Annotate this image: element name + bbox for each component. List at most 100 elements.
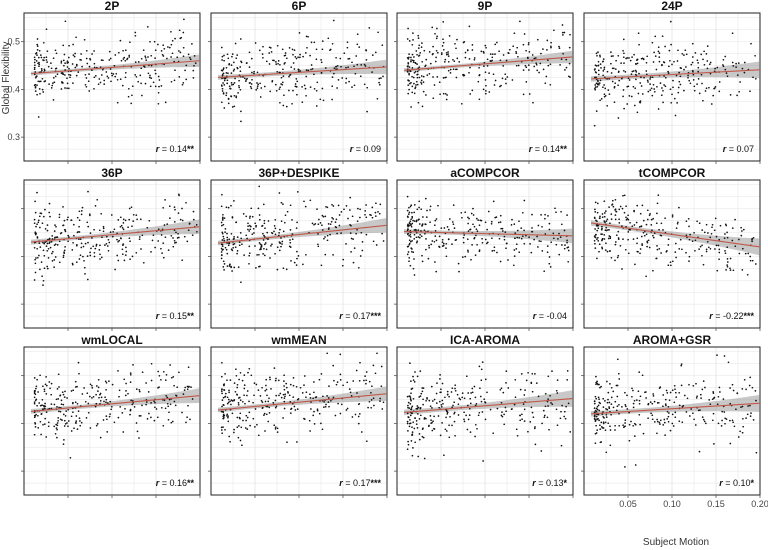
scatter-point bbox=[97, 390, 99, 392]
scatter-point bbox=[299, 53, 301, 56]
scatter-point bbox=[502, 391, 505, 394]
scatter-point bbox=[421, 42, 423, 44]
scatter-point bbox=[245, 414, 248, 417]
scatter-point bbox=[101, 68, 104, 71]
scatter-point bbox=[80, 246, 83, 249]
scatter-point bbox=[246, 394, 248, 397]
scatter-point bbox=[150, 251, 152, 253]
scatter-point bbox=[595, 71, 598, 74]
scatter-point bbox=[93, 50, 95, 52]
scatter-point bbox=[53, 259, 56, 261]
scatter-point bbox=[755, 451, 758, 454]
scatter-point bbox=[361, 241, 364, 243]
scatter-point bbox=[610, 62, 612, 65]
scatter-point bbox=[239, 88, 242, 91]
scatter-point bbox=[88, 90, 91, 92]
scatter-point bbox=[364, 375, 366, 377]
scatter-point bbox=[544, 392, 547, 395]
scatter-point bbox=[657, 108, 660, 110]
scatter-point bbox=[368, 380, 371, 383]
scatter-point bbox=[64, 87, 66, 89]
scatter-point bbox=[86, 255, 89, 257]
scatter-point bbox=[536, 69, 539, 72]
scatter-point bbox=[479, 395, 482, 398]
scatter-point bbox=[552, 232, 555, 235]
significance-stars: ** bbox=[187, 311, 195, 321]
scatter-point bbox=[263, 243, 266, 246]
scatter-point bbox=[239, 371, 242, 374]
scatter-point bbox=[517, 55, 519, 58]
regression-line bbox=[30, 60, 200, 75]
scatter-point bbox=[178, 76, 181, 78]
scatter-point bbox=[486, 65, 489, 67]
scatter-point bbox=[38, 242, 41, 244]
scatter-point bbox=[182, 31, 185, 34]
scatter-point bbox=[234, 246, 237, 249]
scatter-point bbox=[602, 422, 605, 425]
scatter-point bbox=[496, 41, 498, 44]
scatter-point bbox=[678, 404, 681, 407]
scatter-point bbox=[417, 236, 420, 238]
scatter-point bbox=[224, 77, 226, 80]
scatter-point bbox=[62, 224, 65, 227]
scatter-point bbox=[78, 219, 81, 222]
scatter-point bbox=[414, 70, 417, 73]
scatter-point bbox=[548, 228, 551, 231]
scatter-point bbox=[144, 56, 147, 59]
scatter-point bbox=[429, 62, 432, 65]
scatter-point bbox=[667, 264, 670, 267]
scatter-point bbox=[268, 412, 271, 414]
scatter-point bbox=[304, 87, 307, 90]
scatter-point bbox=[80, 242, 83, 245]
scatter-point bbox=[42, 249, 45, 252]
scatter-point bbox=[129, 240, 131, 243]
scatter-point bbox=[185, 201, 187, 204]
scatter-point bbox=[289, 241, 292, 244]
scatter-point bbox=[220, 257, 223, 260]
scatter-point bbox=[324, 67, 327, 69]
scatter-point bbox=[408, 425, 411, 428]
scatter-point bbox=[238, 79, 240, 82]
scatter-point bbox=[303, 84, 306, 87]
scatter-point bbox=[358, 379, 361, 382]
scatter-point bbox=[684, 49, 687, 52]
scatter-point bbox=[455, 238, 458, 241]
scatter-point bbox=[178, 371, 180, 374]
scatter-point bbox=[372, 240, 375, 243]
scatter-point bbox=[534, 426, 536, 428]
scatter-point bbox=[596, 79, 599, 82]
scatter-point bbox=[293, 68, 296, 70]
scatter-point bbox=[318, 378, 321, 381]
scatter-point bbox=[408, 242, 411, 245]
scatter-point bbox=[308, 419, 311, 422]
scatter-point bbox=[138, 389, 141, 391]
scatter-point bbox=[632, 402, 635, 405]
scatter-point bbox=[33, 73, 36, 76]
scatter-point bbox=[83, 266, 86, 269]
scatter-point bbox=[446, 94, 448, 96]
scatter-point bbox=[485, 90, 487, 92]
scatter-point bbox=[499, 59, 502, 62]
scatter-point bbox=[702, 58, 704, 61]
scatter-point bbox=[111, 74, 114, 77]
scatter-point bbox=[175, 241, 177, 244]
scatter-point bbox=[471, 391, 474, 394]
scatter-point bbox=[671, 214, 674, 216]
scatter-point bbox=[467, 230, 470, 232]
scatter-point bbox=[432, 76, 434, 78]
scatter-point bbox=[326, 395, 328, 397]
scatter-point bbox=[99, 66, 102, 69]
scatter-point bbox=[482, 50, 485, 53]
scatter-point bbox=[487, 210, 490, 213]
scatter-point bbox=[440, 388, 442, 391]
scatter-point bbox=[143, 65, 145, 67]
scatter-point bbox=[62, 393, 65, 396]
scatter-point bbox=[565, 58, 568, 61]
scatter-point bbox=[664, 403, 667, 405]
scatter-point bbox=[81, 206, 84, 209]
scatter-point bbox=[355, 232, 357, 235]
scatter-point bbox=[747, 405, 749, 407]
scatter-point bbox=[285, 382, 288, 385]
scatter-point bbox=[106, 245, 109, 247]
scatter-point bbox=[697, 66, 700, 69]
